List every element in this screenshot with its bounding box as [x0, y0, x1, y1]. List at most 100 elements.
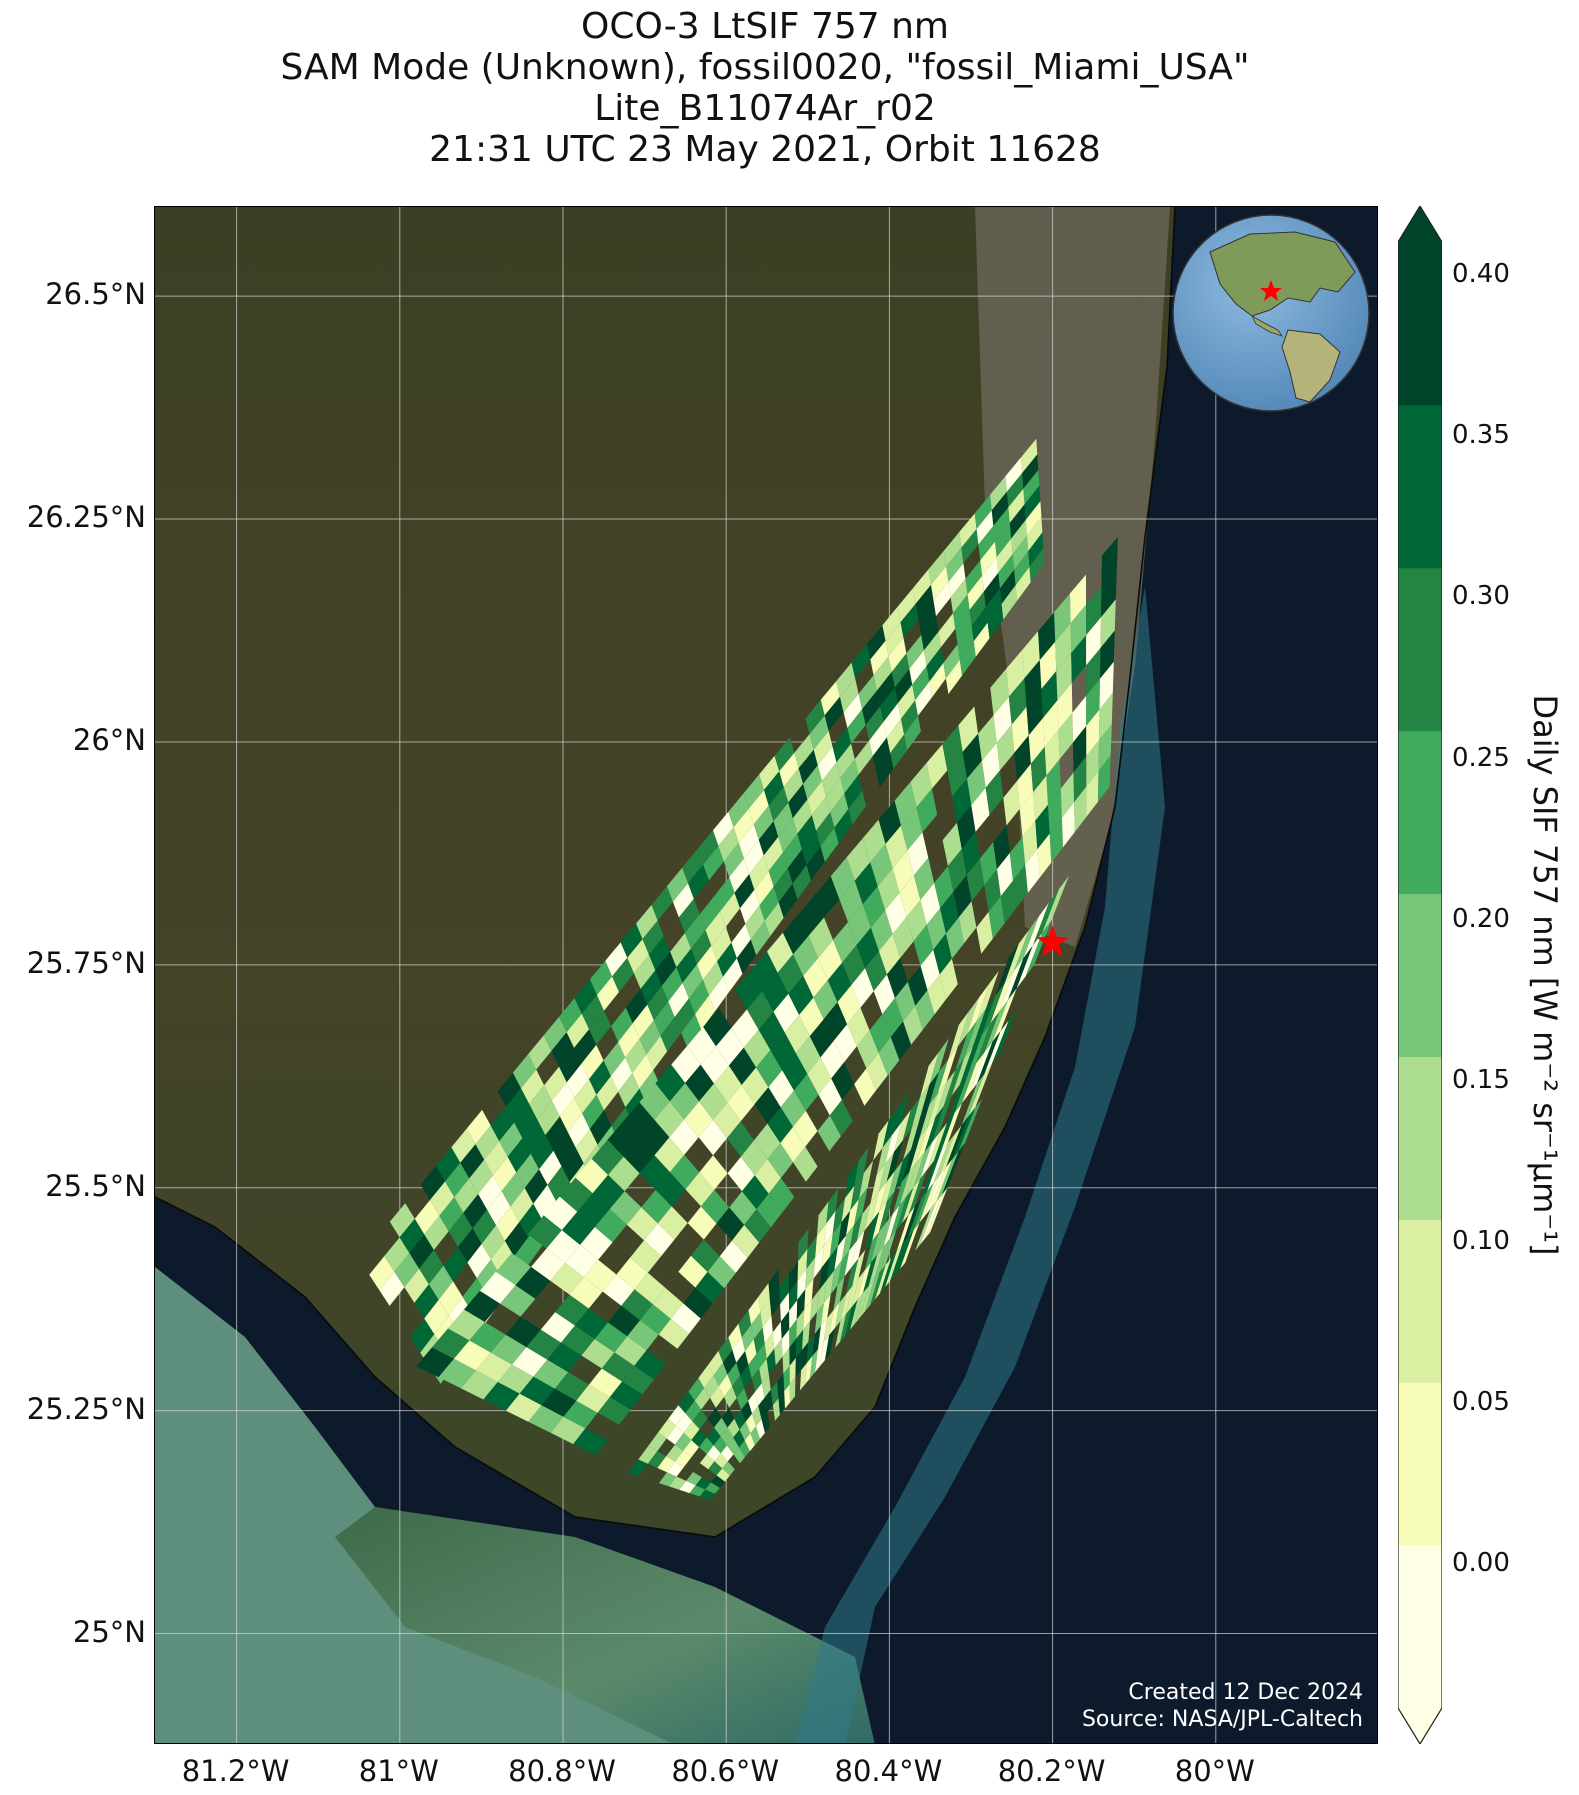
sif-cell — [830, 793, 849, 828]
sif-cell — [931, 566, 949, 601]
colorbar — [1398, 206, 1442, 1744]
sif-cell — [880, 1250, 897, 1294]
sif-cell — [756, 1419, 765, 1439]
sif-cell — [878, 1037, 900, 1076]
sif-cell — [985, 770, 1004, 815]
sif-cell — [1100, 630, 1115, 679]
sif-cell — [729, 858, 750, 893]
sif-cell — [774, 1339, 783, 1366]
sif-cell — [759, 886, 779, 921]
sif-cell — [816, 1201, 829, 1237]
sif-cell — [691, 930, 712, 965]
sif-cell — [676, 1413, 693, 1433]
sif-cell — [935, 1070, 956, 1118]
sif-cell — [1098, 724, 1112, 771]
sif-cell — [424, 1299, 449, 1335]
sif-cell — [574, 1029, 597, 1064]
sif-cell — [727, 1418, 740, 1438]
sif-cell — [794, 734, 814, 769]
sif-cell — [574, 1079, 597, 1114]
sif-cell — [454, 1178, 479, 1213]
sif-cell — [743, 1029, 771, 1068]
sif-cell — [978, 525, 995, 561]
sif-cell — [927, 1143, 948, 1191]
sif-cell — [1030, 746, 1047, 793]
sif-cell — [984, 1020, 1009, 1074]
sif-cell — [911, 1105, 930, 1150]
sif-cell — [833, 922, 857, 963]
sif-cell — [860, 1279, 875, 1318]
sif-cell — [612, 957, 634, 992]
sif-cell — [792, 865, 812, 900]
sif-cell — [561, 1211, 595, 1245]
sif-cell — [870, 640, 889, 676]
sif-cell — [796, 1309, 805, 1339]
sif-cell — [697, 830, 719, 865]
sif-cell — [589, 1110, 612, 1145]
sif-cell — [1014, 916, 1039, 971]
sif-cell — [732, 1337, 746, 1363]
sif-cell — [723, 958, 743, 993]
sif-cell — [864, 1232, 879, 1271]
sif-cell — [669, 1476, 687, 1490]
sif-cell — [1048, 788, 1062, 834]
sif-cell — [1101, 568, 1117, 618]
sif-cell — [739, 1440, 750, 1458]
sif-cell — [451, 1128, 476, 1163]
sif-cell — [976, 1011, 1000, 1064]
sif-cell — [733, 808, 754, 843]
sif-cell — [736, 939, 757, 974]
sif-cell — [782, 1053, 808, 1091]
sif-cell — [992, 988, 1017, 1042]
sif-cell — [740, 889, 760, 924]
credits-source: Source: NASA/JPL-Caltech — [1081, 1707, 1363, 1732]
sif-cell — [773, 868, 793, 903]
sif-cell — [899, 875, 921, 917]
sif-cell — [1073, 756, 1087, 803]
sif-cell — [762, 1315, 773, 1344]
sif-cell — [666, 1444, 684, 1462]
sif-cell — [798, 894, 824, 936]
sif-cell — [669, 1083, 700, 1120]
sif-cell — [933, 1134, 955, 1183]
sif-cell — [982, 557, 999, 592]
sif-cell — [678, 1255, 708, 1288]
sif-cell — [777, 1373, 785, 1399]
sif-cell — [567, 1113, 590, 1148]
sif-cell — [640, 970, 662, 1005]
sif-cell — [900, 1222, 920, 1269]
sif-cell — [768, 1269, 780, 1300]
sif-cell — [976, 970, 999, 1022]
sif-cell — [526, 1329, 562, 1360]
sif-cell — [758, 1283, 770, 1313]
sif-cell — [1008, 945, 1033, 1000]
sif-cell — [369, 1256, 395, 1291]
sif-cell — [921, 1151, 941, 1199]
sif-cell — [891, 653, 910, 688]
sif-cell — [1071, 635, 1087, 683]
sif-cell — [436, 1147, 461, 1182]
sif-cell — [801, 1342, 809, 1371]
sif-cell — [683, 1440, 700, 1457]
sif-cell — [759, 1358, 769, 1384]
sif-cell — [762, 972, 789, 1012]
sif-cell — [1086, 678, 1100, 726]
sif-cell — [699, 1454, 715, 1470]
sif-cell — [967, 760, 986, 806]
sif-cell — [499, 1122, 523, 1157]
sif-cell — [519, 1376, 555, 1406]
sif-cell — [779, 752, 799, 787]
sif-cell — [694, 1387, 710, 1410]
sif-cell — [720, 1427, 734, 1446]
sif-cell — [608, 1305, 640, 1337]
sif-cell — [394, 1253, 420, 1288]
sif-cell — [379, 1271, 405, 1306]
sif-cell — [649, 936, 671, 971]
sif-cell — [873, 974, 895, 1015]
sif-cell — [1070, 604, 1087, 654]
sif-cell — [779, 1274, 789, 1305]
sif-cell — [990, 668, 1009, 716]
sif-cell — [976, 911, 993, 954]
sif-cell — [404, 1268, 429, 1303]
sif-cell — [816, 812, 835, 847]
